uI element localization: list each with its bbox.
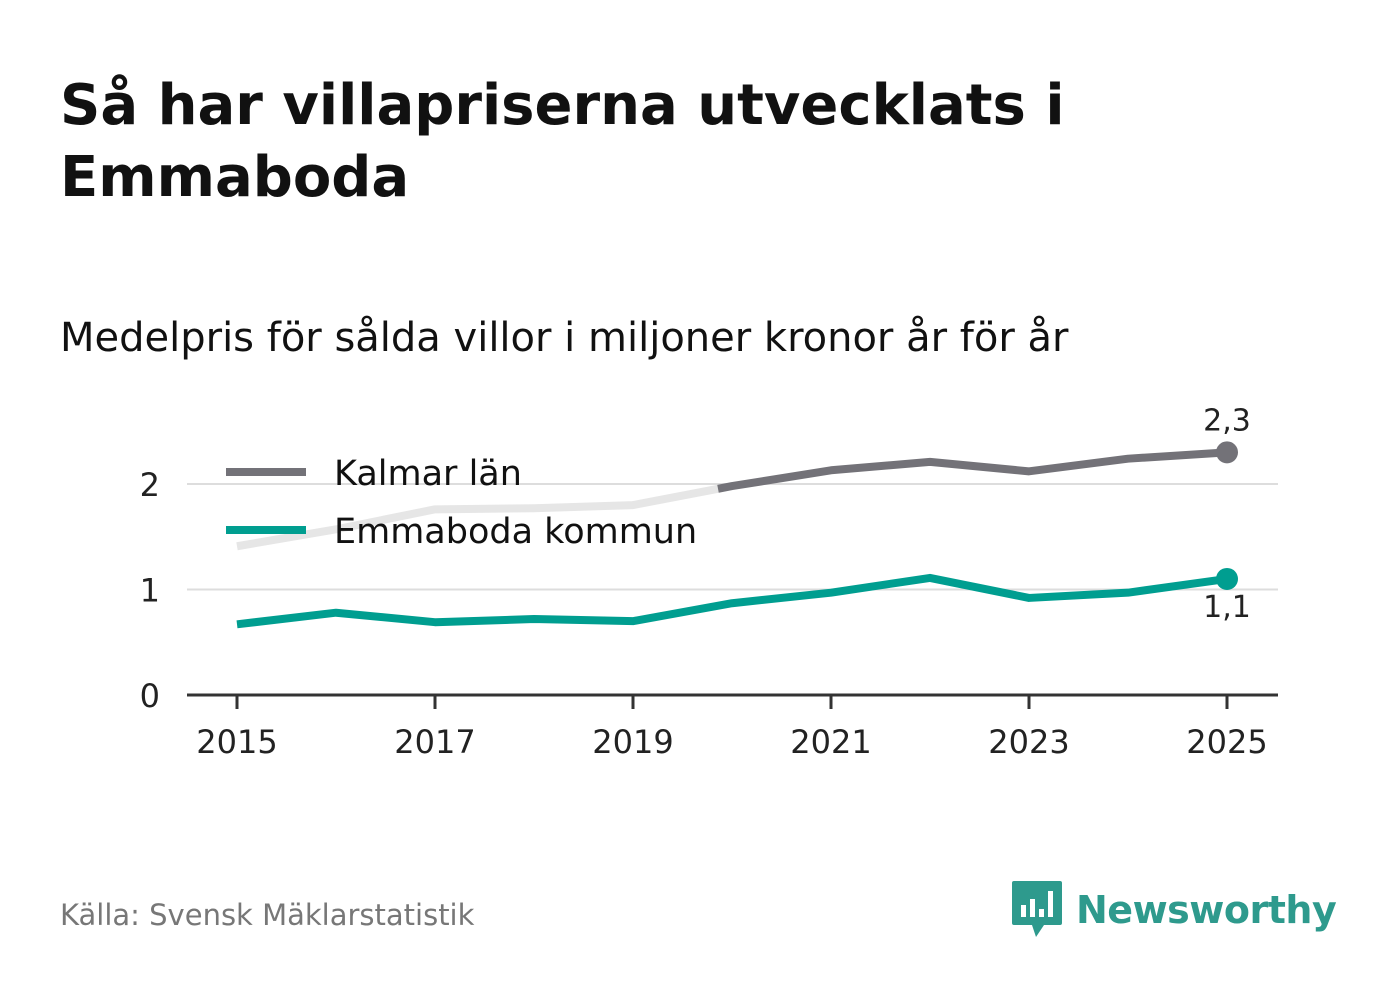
end-point-emmaboda bbox=[1216, 567, 1238, 590]
y-tick-label: 2 bbox=[140, 466, 160, 504]
source-note: Källa: Svensk Mäklarstatistik bbox=[60, 898, 475, 932]
series-line-emmaboda bbox=[236, 573, 1228, 629]
chart-title: Så har villapriserna utvecklats i Emmabo… bbox=[60, 73, 1065, 210]
end-point-kalmar bbox=[1216, 441, 1238, 464]
end-label-kalmar: 2,3 bbox=[1203, 403, 1251, 438]
legend-label-kalmar: Kalmar län bbox=[334, 454, 522, 494]
x-tick-label: 2019 bbox=[592, 723, 673, 761]
end-label-emmaboda: 1,1 bbox=[1203, 590, 1251, 625]
data-labels: 2,3 1,1 bbox=[1203, 403, 1251, 625]
series-lines bbox=[236, 441, 1238, 629]
newsworthy-logo-icon bbox=[1012, 881, 1062, 937]
x-tick-label: 2021 bbox=[790, 723, 871, 761]
x-tick-label: 2017 bbox=[394, 723, 475, 761]
y-tick-label: 0 bbox=[140, 677, 160, 715]
brand-logo: Newsworthy bbox=[1010, 878, 1337, 942]
x-tick-label: 2015 bbox=[196, 723, 277, 761]
x-tick-label: 2025 bbox=[1186, 723, 1267, 761]
legend-label-emmaboda: Emmaboda kommun bbox=[334, 512, 697, 552]
brand-name: Newsworthy bbox=[1076, 888, 1337, 932]
y-tick-label: 1 bbox=[140, 572, 160, 610]
x-tick-label: 2023 bbox=[988, 723, 1069, 761]
chart-subtitle: Medelpris för sålda villor i miljoner kr… bbox=[60, 315, 1069, 361]
axes: 0 1 2 2015 2017 2019 2021 2023 2025 bbox=[140, 466, 1278, 761]
series-line-kalmar bbox=[717, 448, 1228, 493]
legend: Kalmar län Emmaboda kommun bbox=[226, 454, 697, 552]
series-line-kalmar-faded bbox=[236, 484, 719, 551]
